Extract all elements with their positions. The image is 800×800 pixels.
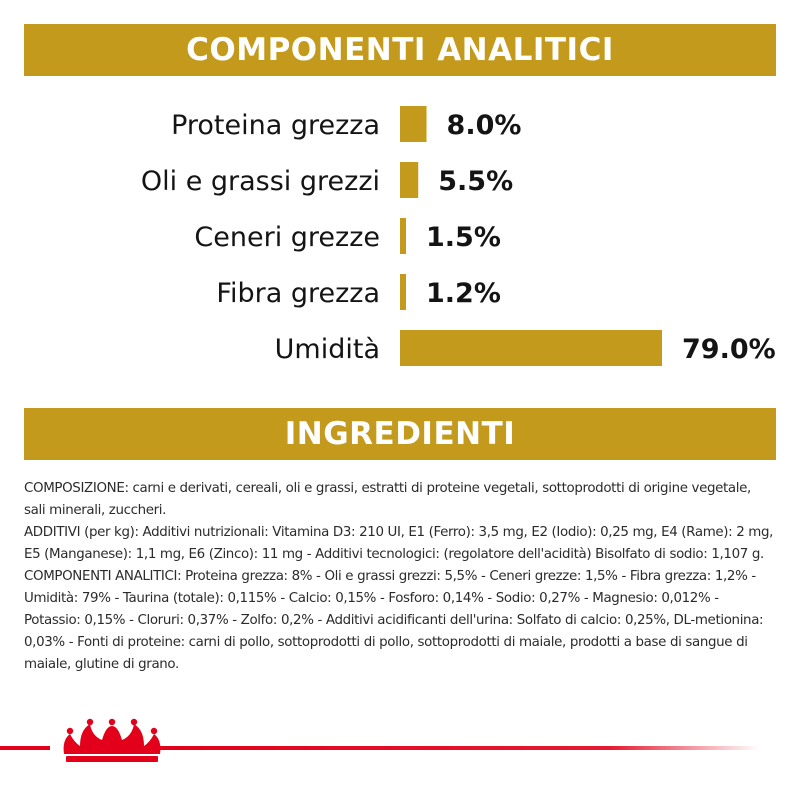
ingredients-text: COMPOSIZIONE: carni e derivati, cereali,… — [24, 478, 776, 676]
ingredients-title: INGREDIENTI — [284, 416, 516, 452]
bar — [400, 106, 427, 142]
composition-paragraph: COMPOSIZIONE: carni e derivati, cereali,… — [24, 481, 751, 518]
additives-paragraph: ADDITIVI (per kg): Additivi nutrizionali… — [24, 525, 774, 562]
footer-brand-strip — [0, 718, 760, 762]
ingredients-banner: INGREDIENTI — [24, 408, 776, 460]
category-label: Ceneri grezze — [194, 222, 380, 253]
bar — [400, 330, 662, 366]
bar — [400, 218, 406, 254]
bar — [400, 274, 406, 310]
category-label: Proteina grezza — [171, 110, 380, 141]
footer-red-line-left — [0, 746, 50, 750]
value-label: 79.0% — [682, 334, 776, 365]
value-label: 1.2% — [426, 278, 501, 309]
analytic-components-chart: Proteina grezza 8.0% Oli e grassi grezzi 5.… — [141, 106, 776, 366]
category-label: Umidità — [275, 334, 380, 365]
analytic-components-paragraph: COMPONENTI ANALITICI: Proteina grezza: 8… — [24, 569, 764, 672]
analytic-components-title: COMPONENTI ANALITICI — [186, 32, 614, 68]
value-label: 1.5% — [426, 222, 501, 253]
bar — [400, 162, 419, 198]
analytic-components-banner: COMPONENTI ANALITICI — [24, 24, 776, 76]
value-label: 5.5% — [438, 166, 513, 197]
footer-red-line-right — [160, 746, 760, 750]
category-label: Oli e grassi grezzi — [141, 166, 380, 197]
crown-icon — [63, 718, 161, 762]
category-label: Fibra grezza — [216, 278, 380, 309]
value-label: 8.0% — [447, 110, 522, 141]
